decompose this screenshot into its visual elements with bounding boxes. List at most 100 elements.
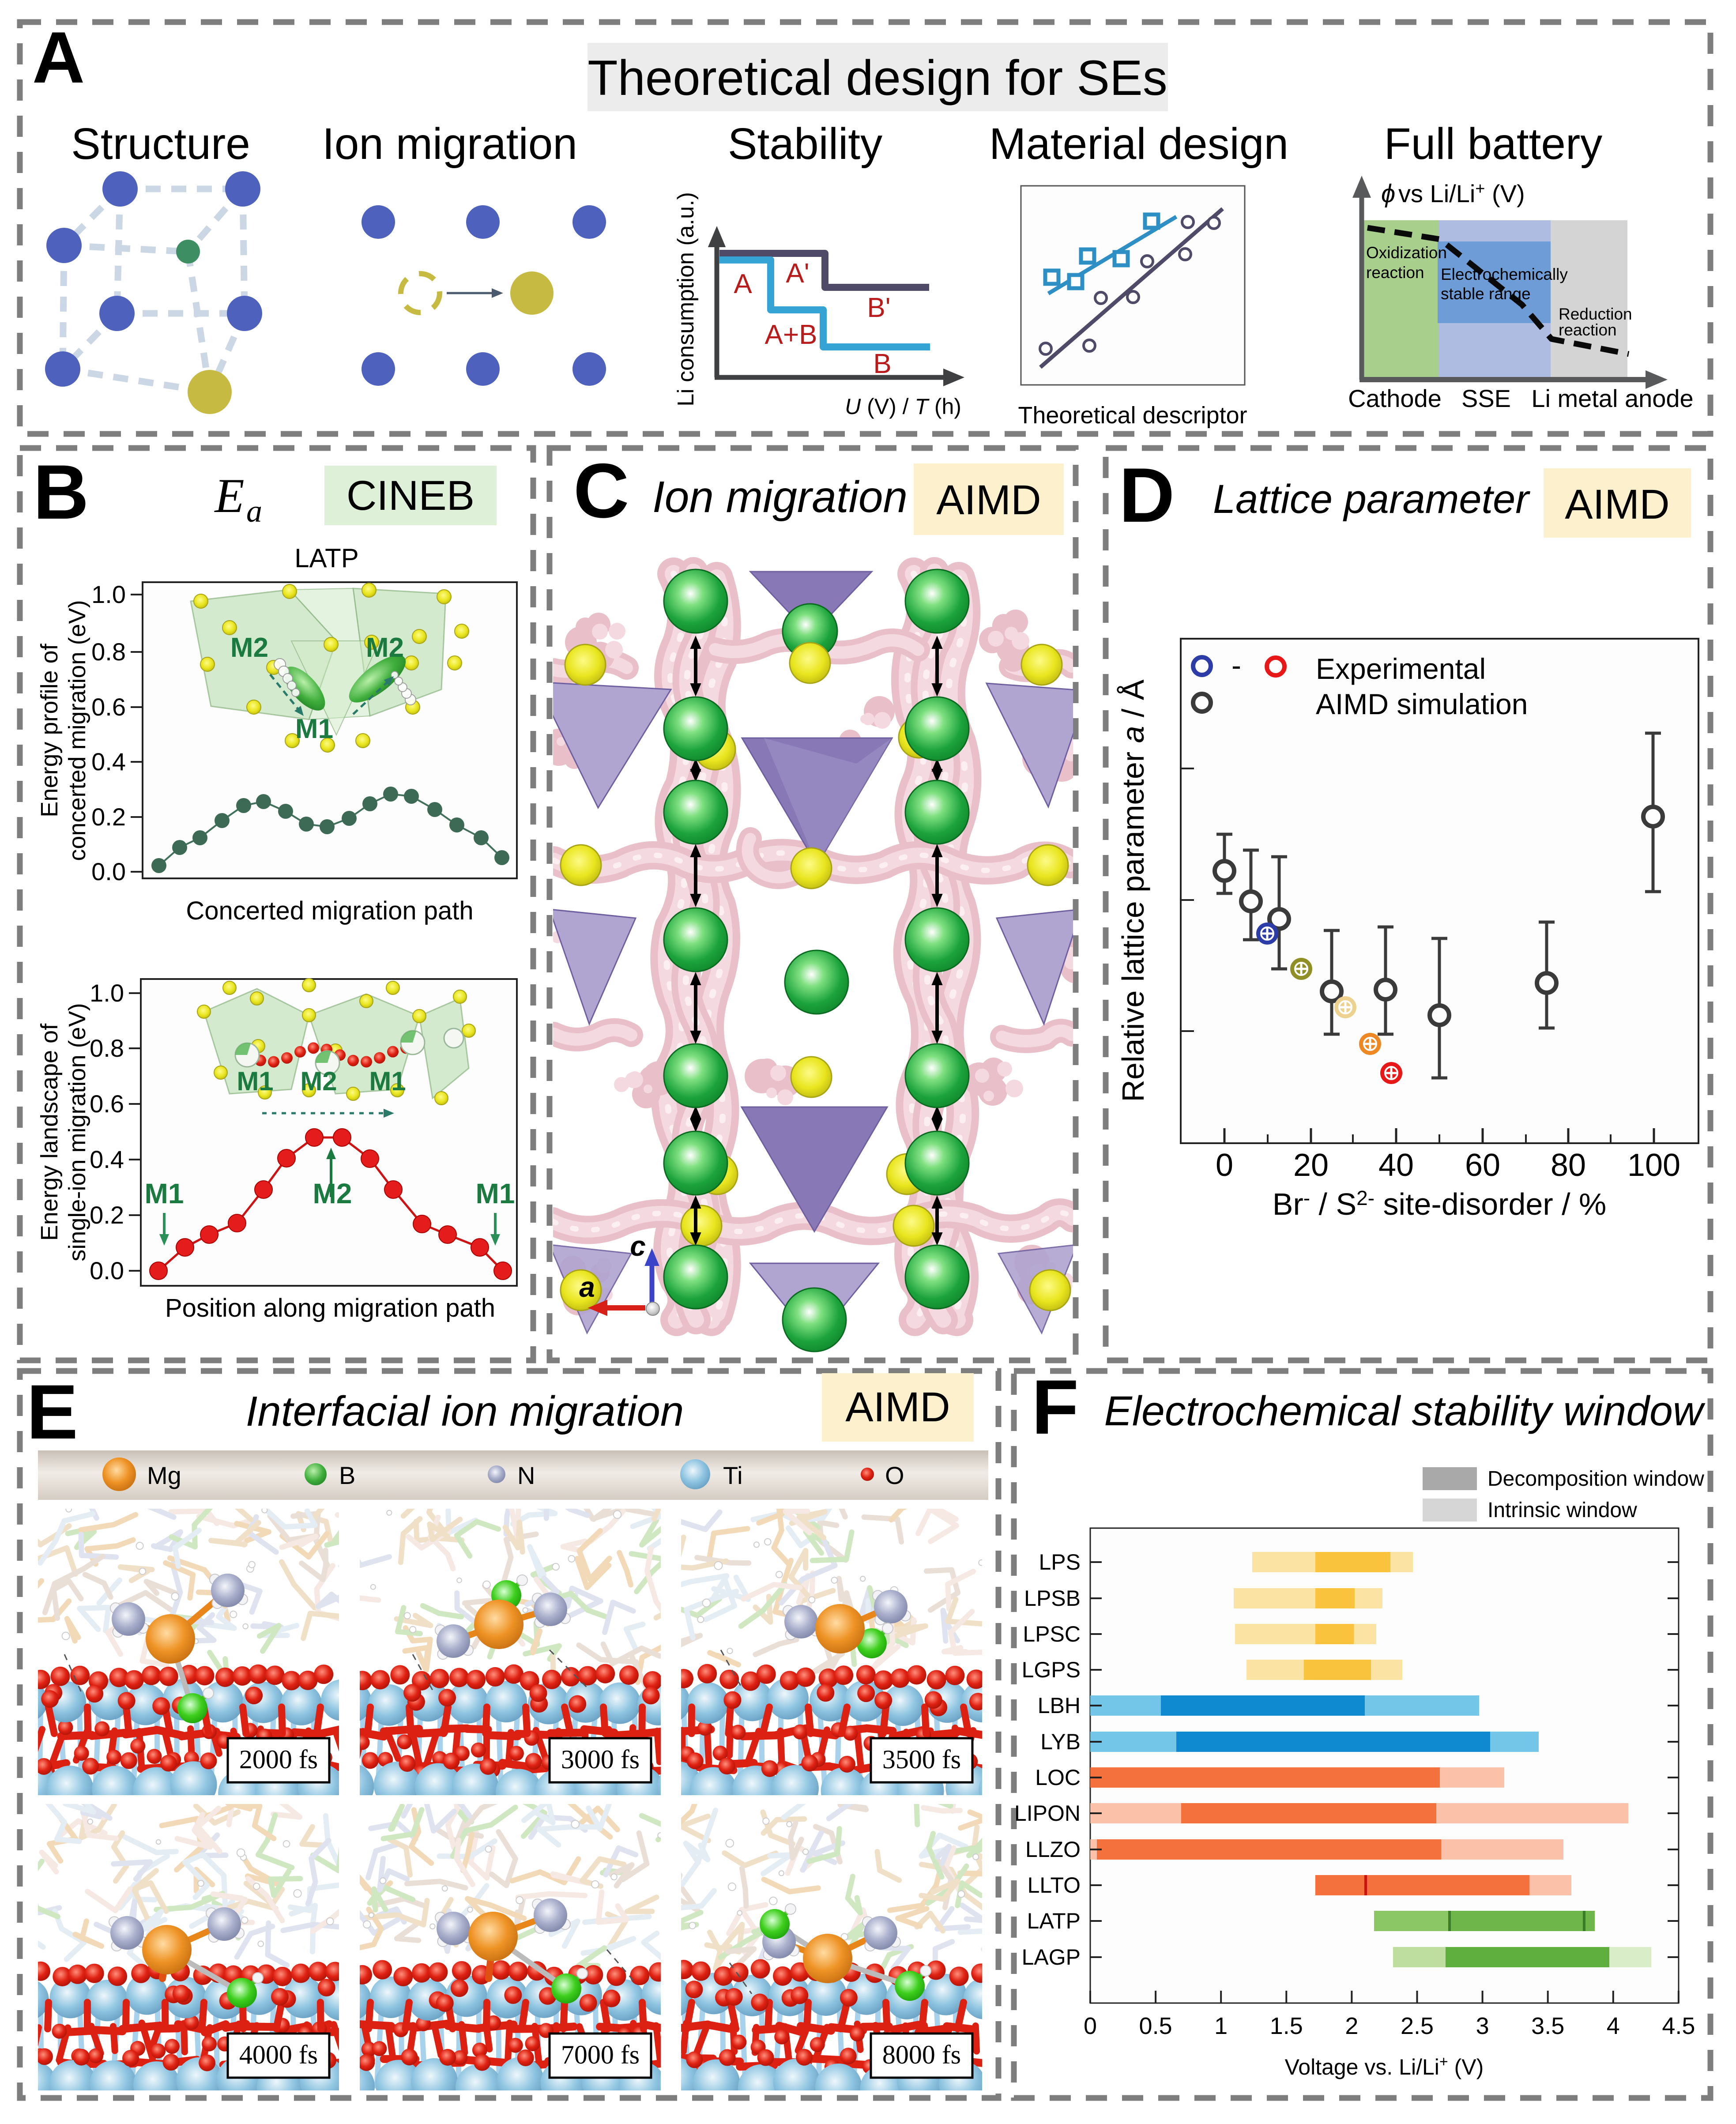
svg-text:Interfacial ion migration: Interfacial ion migration [246,1388,684,1435]
svg-text:Li metal anode: Li metal anode [1531,384,1693,412]
svg-text:0: 0 [1216,1148,1233,1183]
svg-text:A: A [734,269,752,299]
svg-text:Ion migration: Ion migration [652,472,908,522]
svg-text:2.5: 2.5 [1401,2013,1434,2039]
svg-text:Structure: Structure [71,119,250,169]
svg-text:3.5: 3.5 [1531,2013,1564,2039]
svg-text:0.8: 0.8 [91,638,126,666]
svg-text:LIPON: LIPON [1014,1801,1081,1826]
svg-text:8000 fs: 8000 fs [882,2040,961,2069]
svg-text:1.5: 1.5 [1270,2013,1303,2039]
svg-text:M1: M1 [476,1178,515,1209]
svg-text:LPSB: LPSB [1024,1586,1081,1611]
svg-text:Lattice parameter: Lattice parameter [1213,477,1530,522]
svg-text:AIMD: AIMD [845,1384,950,1431]
svg-text:Theoretical design for SEs: Theoretical design for SEs [587,50,1167,105]
svg-text:7000 fs: 7000 fs [561,2040,640,2069]
svg-text:LATP: LATP [1027,1909,1081,1933]
svg-text:3500 fs: 3500 fs [882,1745,961,1774]
svg-text:LOC: LOC [1035,1765,1081,1790]
svg-text:LGPS: LGPS [1022,1657,1081,1682]
svg-text:E: E [26,1369,78,1455]
svg-text:AIMD: AIMD [936,477,1041,523]
svg-text:4.5: 4.5 [1662,2013,1695,2039]
svg-text:4000 fs: 4000 fs [239,2040,318,2069]
svg-text:M1: M1 [295,714,333,744]
svg-text:2: 2 [1345,2013,1358,2039]
svg-text:N: N [517,1461,535,1489]
svg-text:Full battery: Full battery [1384,119,1603,169]
svg-text:reaction: reaction [1559,321,1617,339]
svg-text:0.8: 0.8 [90,1034,124,1062]
svg-text:A': A' [786,258,809,289]
svg-text:A+B: A+B [765,320,817,350]
svg-text:0.2: 0.2 [90,1201,124,1229]
svg-text:B: B [33,449,89,535]
svg-text:0.0: 0.0 [90,1257,124,1284]
svg-text:AIMD simulation: AIMD simulation [1316,688,1528,720]
svg-text:Material design: Material design [989,119,1288,169]
svg-text:Theoretical descriptor: Theoretical descriptor [1018,402,1247,429]
svg-text:Ti: Ti [723,1461,743,1489]
svg-text:O: O [885,1461,904,1489]
svg-text:M1: M1 [369,1066,406,1096]
svg-text:LPSC: LPSC [1023,1622,1081,1646]
svg-text:B: B [873,349,891,379]
svg-text:Intrinsic window: Intrinsic window [1487,1499,1637,1522]
svg-text:c: c [630,1230,646,1262]
svg-text:40: 40 [1378,1148,1414,1183]
svg-text:1: 1 [1214,2013,1228,2039]
svg-text:M2: M2 [300,1066,337,1096]
svg-text:AIMD: AIMD [1565,481,1670,528]
svg-text:1.0: 1.0 [90,979,124,1007]
svg-text:a: a [579,1271,595,1303]
svg-text:3000 fs: 3000 fs [561,1745,640,1774]
svg-text:M2: M2 [366,633,404,663]
svg-text:20: 20 [1293,1148,1329,1183]
svg-text:LATP: LATP [294,543,359,573]
svg-text:Br- / S2- site-disorder / %: Br- / S2- site-disorder / % [1273,1186,1606,1221]
svg-text:100: 100 [1627,1148,1680,1183]
svg-text:M2: M2 [230,633,268,663]
svg-text:Decomposition window: Decomposition window [1487,1467,1704,1491]
svg-text:A: A [32,17,85,98]
svg-text:Energy landscape of: Energy landscape of [36,1023,63,1241]
svg-text:Li consumption (a.u.): Li consumption (a.u.) [673,192,699,407]
svg-text:Oxidization: Oxidization [1366,244,1447,262]
svg-text:B: B [339,1461,355,1489]
svg-text:Energy profile of: Energy profile of [36,643,63,817]
svg-text:reaction: reaction [1366,264,1424,282]
svg-text:0: 0 [1084,2013,1097,2039]
svg-text:0.5: 0.5 [1139,2013,1172,2039]
svg-text:Reduction: Reduction [1559,305,1632,323]
svg-text:80: 80 [1551,1148,1586,1183]
svg-text:0.4: 0.4 [90,1145,124,1173]
svg-text:C: C [573,448,629,534]
svg-text:Electrochemical stability wind: Electrochemical stability window [1104,1388,1706,1435]
svg-text:0.0: 0.0 [91,858,126,885]
svg-text:B': B' [867,293,890,323]
svg-text:2000 fs: 2000 fs [239,1745,318,1774]
svg-text:Cathode: Cathode [1348,384,1442,412]
svg-text:Stability: Stability [728,119,882,169]
svg-text:SSE: SSE [1461,384,1511,412]
svg-text:ϕ: ϕ [1381,179,1395,208]
svg-text:E: E [214,469,244,523]
svg-text:stable range: stable range [1441,285,1531,303]
svg-text:F: F [1032,1364,1079,1450]
svg-text:0.6: 0.6 [91,693,126,721]
svg-text:concerted migration (eV): concerted migration (eV) [64,600,90,861]
svg-text:Relative lattice parameter a /: Relative lattice parameter a / Å [1116,679,1150,1102]
svg-text:Ion migration: Ion migration [322,119,577,169]
svg-text:vs Li/Li+ (V): vs Li/Li+ (V) [1398,180,1525,207]
svg-text:single-ion migration (eV): single-ion migration (eV) [64,1003,90,1261]
svg-text:LPS: LPS [1039,1550,1081,1574]
svg-text:D: D [1119,452,1175,539]
svg-text:Mg: Mg [147,1461,181,1489]
svg-text:Concerted migration path: Concerted migration path [186,896,473,925]
svg-text:CINEB: CINEB [346,472,474,519]
svg-text:Electrochemically: Electrochemically [1441,265,1568,283]
svg-text:0.6: 0.6 [90,1090,124,1118]
svg-text:M1: M1 [145,1178,184,1209]
svg-text:a: a [246,493,262,529]
